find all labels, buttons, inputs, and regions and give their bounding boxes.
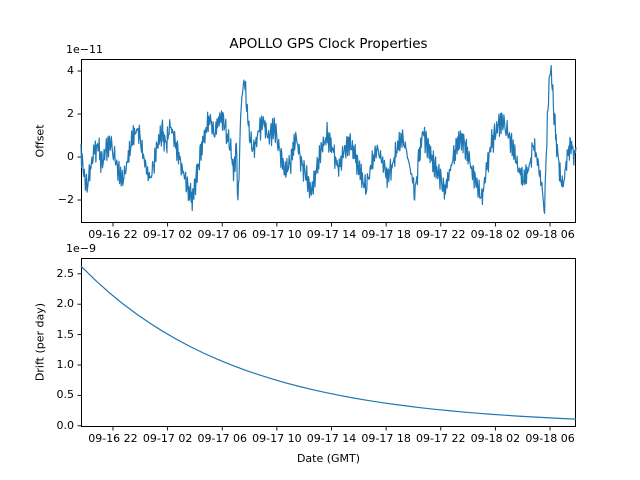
x-tick-label: 09-17 10 [252,432,302,445]
y-tick-label: 0 [67,150,74,163]
drift-axis-scale-text: 1e−9 [66,242,96,255]
offset-series-plot [77,59,577,227]
axes-spines [81,59,576,223]
y-tick-label: 1.5 [56,327,75,341]
offset-plot-area: 09-16 22 09-17 02 09-17 06 09-17 10 09-17 14… [58,59,577,241]
x-tick-label: 09-17 10 [252,228,302,241]
x-tick-label: 09-18 06 [525,228,575,241]
chart-title: APOLLO GPS Clock Properties [229,36,428,52]
x-tick-label: 09-18 06 [525,432,575,445]
x-tick-label: 09-17 14 [306,228,357,241]
x-tick-label: 09-17 22 [416,432,466,445]
x-tick-label: 09-18 02 [470,228,521,241]
x-tick-label: 09-16 22 [88,432,138,445]
y-tick-label: 2 [67,107,74,121]
y-tick-label: −2 [57,193,74,206]
x-tick-label: 09-17 14 [306,432,357,445]
offset-axis-scale-text: 1e−11 [66,43,103,56]
y-tick-label: 4 [67,64,74,78]
x-axis-label: Date (GMT) [296,452,361,465]
y-tick-label: 2.0 [56,297,75,311]
x-tick-label: 09-18 02 [470,432,521,445]
x-tick-label: 09-17 02 [142,228,193,241]
x-tick-label: 09-17 18 [361,228,411,241]
y-tick-label: 0.0 [56,418,75,432]
axes-spines [81,258,576,427]
x-tick-label: 09-17 06 [197,228,247,241]
drift-data-line [80,265,577,420]
drift-plot-area: 09-16 22 09-17 02 09-17 06 09-17 10 09-17 14… [57,258,577,445]
x-tick-label: 09-16 22 [88,228,138,241]
x-tick-label: 09-17 02 [142,432,193,445]
x-tick-label: 09-17 22 [416,228,466,241]
x-tick-label: 09-17 18 [361,432,411,445]
y-tick-label: 2.5 [56,266,75,280]
y-tick-label: 1.0 [56,357,75,371]
x-tick-label: 09-17 06 [197,432,247,445]
offset-data-line [80,64,577,214]
drift-series-plot [77,258,577,431]
y-tick-label: 0.5 [56,388,75,402]
